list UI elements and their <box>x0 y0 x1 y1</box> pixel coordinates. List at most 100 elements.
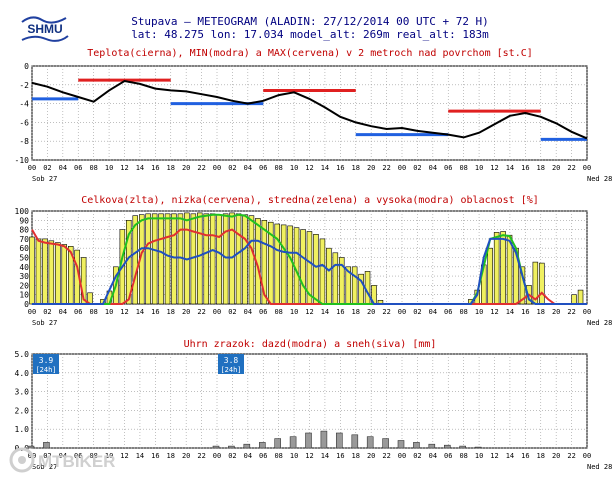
cloud-total-bar <box>235 213 242 305</box>
cloud-total-bar <box>222 213 229 305</box>
cloud-total-bar <box>203 213 210 305</box>
precipitation-hour-label: 16 <box>151 452 159 460</box>
precipitation-day-label: Ned 28 <box>587 463 612 471</box>
cloud-total-bar <box>351 266 358 305</box>
temperature-ytick-label: -10 <box>15 156 30 165</box>
precipitation-ytick-label: 3.0 <box>15 388 30 397</box>
precip-snow-bar <box>27 445 35 449</box>
cloudiness-hour-label: 08 <box>89 308 97 316</box>
precipitation-hour-label: 02 <box>228 452 236 460</box>
temperature-day-label: Ned 28 <box>587 175 612 183</box>
cloudiness-hour-label: 12 <box>490 308 498 316</box>
cloudiness-hour-label: 02 <box>413 308 421 316</box>
precip-snow-bar <box>397 440 405 449</box>
cloudiness-ytick-label: 100 <box>15 207 30 216</box>
cloudiness-hour-label: 08 <box>459 308 467 316</box>
cloudiness-hour-label: 14 <box>321 308 329 316</box>
cloud-total-bar <box>242 214 248 305</box>
page-title: Stupava – METEOGRAM (ALADIN: 27/12/2014 … <box>131 15 489 28</box>
temperature-hour-label: 08 <box>89 164 97 172</box>
cloud-total-bar <box>287 225 293 305</box>
cloudiness-hour-label: 10 <box>475 308 483 316</box>
precipitation-hour-label: 00 <box>583 452 591 460</box>
precipitation-hour-label: 08 <box>89 452 97 460</box>
precipitation-hour-label: 16 <box>336 452 344 460</box>
cloud-total-bar <box>326 247 332 305</box>
cloudiness-hour-label: 16 <box>521 308 529 316</box>
temperature-ytick-label: -6 <box>19 118 29 127</box>
temperature-hour-label: 18 <box>352 164 360 172</box>
cloud-total-bar <box>35 238 42 305</box>
cloudiness-hour-label: 00 <box>213 308 221 316</box>
precipitation-chart-title: Uhrn zrazok: dazd(modra) a sneh(siva) [m… <box>183 339 437 350</box>
cloud-total-bar <box>313 234 319 305</box>
temperature-hour-label: 16 <box>151 164 159 172</box>
cloudiness-hour-label: 02 <box>43 308 51 316</box>
precip-snow-bar <box>474 446 482 449</box>
cloud-total-bar <box>248 215 255 305</box>
cloud-stredna-line <box>32 213 587 305</box>
temperature-hour-label: 04 <box>244 164 252 172</box>
cloud-total-bar <box>274 223 280 305</box>
precipitation-hour-label: 06 <box>74 452 82 460</box>
cloud-total-bar <box>216 214 222 305</box>
precipitation-hour-label: 18 <box>352 452 360 460</box>
precipitation-ytick-label: 2.0 <box>15 406 30 415</box>
temperature-ytick-label: -4 <box>19 100 29 109</box>
precip-snow-bar <box>274 438 282 449</box>
precip-snow-bar <box>428 443 436 449</box>
precipitation-hour-label: 08 <box>274 452 282 460</box>
daily-total-box <box>218 354 244 374</box>
cloudiness-hour-label: 06 <box>444 308 452 316</box>
cloudiness-ytick-label: 20 <box>19 281 29 290</box>
precipitation-ytick-label: 1.0 <box>15 425 30 434</box>
temperature-hour-label: 02 <box>43 164 51 172</box>
precipitation-hour-label: 10 <box>475 452 483 460</box>
daily-total-box <box>33 354 59 374</box>
cloudiness-hour-label: 14 <box>506 308 514 316</box>
precip-snow-bar <box>443 444 451 449</box>
temperature-hour-label: 04 <box>429 164 437 172</box>
cloudiness-chart-title: Celkova(zlta), nizka(cervena), stredna(z… <box>81 195 539 206</box>
precipitation-hour-label: 02 <box>43 452 51 460</box>
cloud-nizka-line <box>31 228 587 305</box>
cloud-total-bar <box>300 229 306 305</box>
precipitation-hour-label: 12 <box>490 452 498 460</box>
cloudiness-hour-label: 00 <box>28 308 36 316</box>
cloudiness-hour-label: 06 <box>259 308 267 316</box>
cloudiness-hour-label: 00 <box>398 308 406 316</box>
cloudiness-ytick-label: 30 <box>19 272 29 281</box>
precipitation-hour-label: 20 <box>367 452 375 460</box>
cloudiness-hour-label: 10 <box>290 308 298 316</box>
precip-snow-bar <box>413 442 420 449</box>
cloud-total-bar <box>132 215 139 305</box>
location-info: lat: 48.275 lon: 17.034 model_alt: 269m … <box>131 28 489 41</box>
cloudiness-hour-label: 12 <box>120 308 128 316</box>
cloudiness-ytick-label: 0 <box>24 300 29 309</box>
cloud-total-bar <box>209 213 216 305</box>
temperature-hour-label: 06 <box>444 164 452 172</box>
cloud-total-bar <box>493 232 500 305</box>
shmu-logo-icon: SHMU <box>20 12 70 44</box>
precipitation-hour-label: 04 <box>59 452 67 460</box>
cloudiness-hour-label: 18 <box>352 308 360 316</box>
precip-snow-bar <box>366 436 374 449</box>
temperature-hour-label: 22 <box>382 164 390 172</box>
precipitation-hour-label: 14 <box>506 452 514 460</box>
temperature-hour-label: 14 <box>136 164 144 172</box>
precipitation-hour-label: 12 <box>305 452 313 460</box>
cloudiness-hour-label: 04 <box>429 308 437 316</box>
precipitation-hour-label: 18 <box>537 452 545 460</box>
precipitation-hour-label: 16 <box>521 452 529 460</box>
temperature-hour-label: 06 <box>74 164 82 172</box>
cloudiness-hour-label: 14 <box>136 308 144 316</box>
cloud-total-bar <box>571 294 577 305</box>
precip-snow-bar <box>212 445 220 449</box>
precipitation-hour-label: 04 <box>244 452 252 460</box>
cloudiness-hour-label: 12 <box>305 308 313 316</box>
precipitation-hour-label: 20 <box>552 452 560 460</box>
temperature-hour-label: 20 <box>367 164 375 172</box>
cloudiness-hour-label: 16 <box>336 308 344 316</box>
temperature-hour-label: 16 <box>521 164 529 172</box>
cloud-total-bar <box>280 224 287 305</box>
